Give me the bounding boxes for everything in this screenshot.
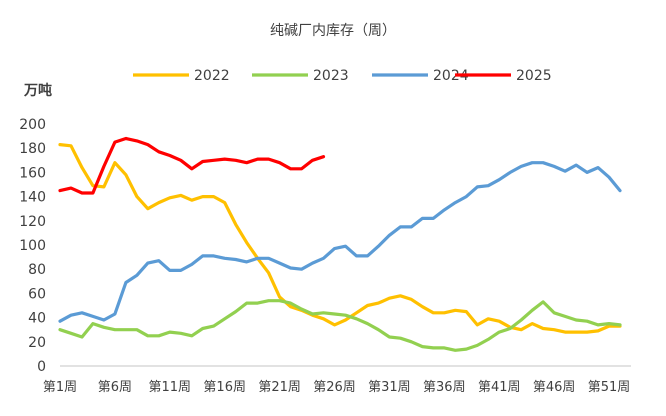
y-tick-label: 120 — [19, 214, 46, 230]
x-tick-label: 第11周 — [149, 380, 192, 395]
x-tick-label: 第26周 — [313, 380, 356, 395]
y-tick-label: 100 — [19, 238, 46, 254]
x-tick-label: 第1周 — [43, 380, 77, 395]
legend-label: 2023 — [313, 68, 349, 84]
series-line-2025 — [58, 136, 326, 195]
x-tick-label: 第6周 — [98, 380, 132, 395]
series-line-2022 — [58, 143, 622, 334]
y-tick-label: 60 — [28, 286, 46, 302]
legend-item-2023: 2023 — [252, 68, 349, 84]
series-line-2023 — [58, 299, 622, 352]
x-tick-label: 第36周 — [423, 380, 466, 395]
legend-item-2022: 2022 — [133, 68, 230, 84]
series-lines — [58, 136, 622, 352]
chart-title: 纯碱厂内库存（周） — [270, 23, 396, 39]
x-tick-label: 第41周 — [478, 380, 521, 395]
y-tick-label: 80 — [28, 262, 46, 278]
y-tick-label: 160 — [19, 165, 46, 181]
y-tick-label: 40 — [28, 311, 46, 327]
y-tick-label: 20 — [28, 335, 46, 351]
x-tick-label: 第21周 — [258, 380, 301, 395]
series-line-2024 — [58, 161, 622, 323]
y-tick-label: 140 — [19, 190, 46, 206]
x-axis-ticks: 第1周 第6周 第11周 第16周 第21周 第26周 第31周 第36周 第41周 第46周 第5… — [43, 380, 630, 395]
legend-label: 2025 — [516, 68, 552, 84]
legend: 2022 2023 2024 2025 — [133, 68, 552, 84]
legend-item-2025: 2025 — [455, 68, 552, 84]
legend-label: 2022 — [194, 68, 230, 84]
y-tick-label: 0 — [37, 359, 46, 375]
y-axis-ticks: 0 20 40 60 80 100 120 140 160 180 200 — [19, 117, 46, 375]
y-tick-label: 180 — [19, 141, 46, 157]
x-tick-label: 第31周 — [368, 380, 411, 395]
x-tick-label: 第51周 — [588, 380, 631, 395]
x-tick-label: 第46周 — [533, 380, 576, 395]
x-tick-label: 第16周 — [203, 380, 246, 395]
legend-item-2024: 2024 — [372, 68, 469, 84]
legend-label: 2024 — [433, 68, 469, 84]
y-tick-label: 200 — [19, 117, 46, 133]
y-axis-label: 万吨 — [23, 82, 52, 99]
